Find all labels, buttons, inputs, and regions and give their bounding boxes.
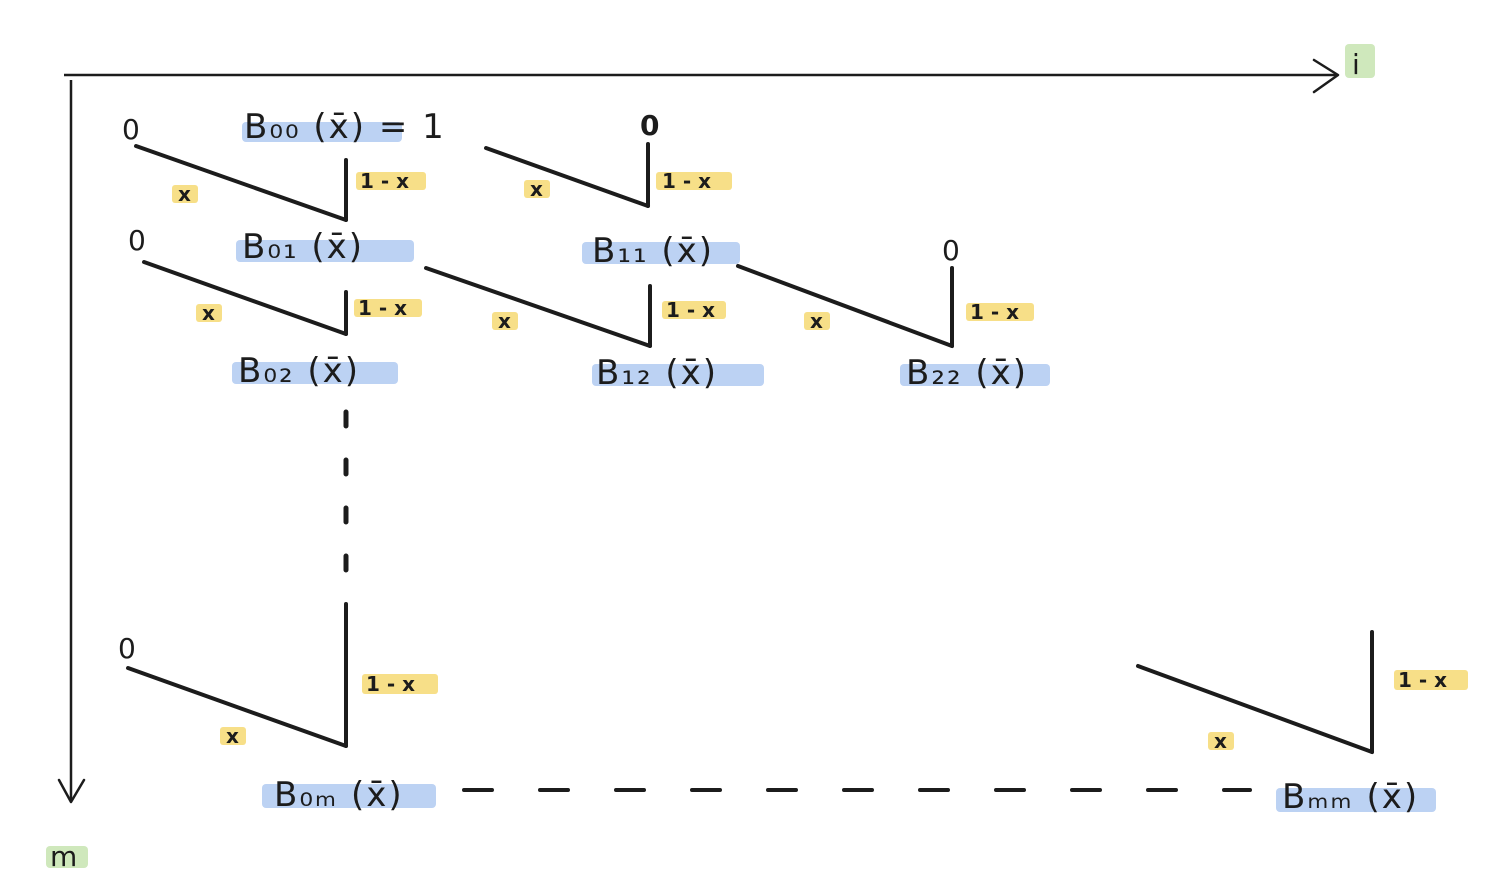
zero-node: 0 <box>942 234 960 267</box>
node-highlights <box>232 122 1436 812</box>
b02-highlight <box>232 362 398 384</box>
one-minus-x-highlight <box>362 674 438 694</box>
edges <box>126 142 1374 792</box>
x-highlight <box>492 312 518 330</box>
x-highlight <box>804 312 830 330</box>
node-b22: B₂₂ (x̄) <box>906 353 1028 393</box>
x-weight: x <box>498 309 511 333</box>
zero-node: 0 <box>118 632 136 665</box>
x-weight: x <box>202 301 215 325</box>
zero-nodes: 0 0 0 0 0 <box>118 109 960 665</box>
x-weight: x <box>1214 729 1227 753</box>
one-minus-x-weight: 1 - x <box>662 169 711 193</box>
node-b0m: B₀ₘ (x̄) <box>274 775 404 815</box>
x-highlight <box>524 180 550 198</box>
bmm-highlight <box>1276 788 1436 812</box>
x-weight: x <box>178 182 191 206</box>
weight-labels: x x x x x x x 1 - x 1 - x 1 - x 1 - x 1 … <box>178 169 1447 753</box>
axis-i-label: i <box>1352 48 1360 81</box>
x-edge <box>1136 664 1374 754</box>
b0m-highlight <box>262 784 436 808</box>
x-edge <box>126 666 348 748</box>
zero-node: 0 <box>128 224 146 257</box>
weight-highlights <box>172 172 1468 750</box>
one-minus-x-weight: 1 - x <box>970 300 1019 324</box>
one-minus-x-weight: 1 - x <box>358 296 407 320</box>
x-weight: x <box>810 309 823 333</box>
x-highlight <box>196 304 222 322</box>
zero-node: 0 <box>122 113 140 146</box>
b01-highlight <box>236 240 414 262</box>
node-b12: B₁₂ (x̄) <box>596 353 718 393</box>
b12-highlight <box>592 364 764 386</box>
b11-highlight <box>582 242 740 264</box>
axis-m-highlight <box>46 846 88 868</box>
axis-i-highlight <box>1345 44 1375 78</box>
x-weight: x <box>226 724 239 748</box>
b22-highlight <box>900 364 1050 386</box>
one-minus-x-highlight <box>662 301 726 319</box>
zero-node: 0 <box>640 109 659 142</box>
node-bmm: Bₘₘ (x̄) <box>1282 777 1419 817</box>
x-weight: x <box>530 177 543 201</box>
x-highlight <box>1208 732 1234 750</box>
one-minus-x-highlight <box>656 172 732 190</box>
x-edge <box>134 144 348 222</box>
x-highlight <box>172 185 198 203</box>
node-b11: B₁₁ (x̄) <box>592 231 714 271</box>
node-labels: B₀₀ (x̄) = 1 B₀₁ (x̄) B₁₁ (x̄) B₀₂ (x̄) … <box>238 107 1419 817</box>
node-b02: B₀₂ (x̄) <box>238 351 360 391</box>
x-highlight <box>220 727 246 745</box>
x-edge <box>424 266 652 348</box>
horizontal-axis-arrowhead <box>1312 58 1340 94</box>
x-edge <box>142 260 348 336</box>
one-minus-x-weight: 1 - x <box>366 672 415 696</box>
axis-m-label: m <box>50 840 77 873</box>
axes: i m <box>46 44 1375 873</box>
b00-highlight <box>242 122 402 142</box>
one-minus-x-highlight <box>356 172 426 190</box>
node-b01: B₀₁ (x̄) <box>242 227 364 267</box>
one-minus-x-highlight <box>1394 670 1468 690</box>
x-edge <box>484 146 650 208</box>
x-edge <box>736 264 954 348</box>
one-minus-x-weight: 1 - x <box>360 169 409 193</box>
one-minus-x-weight: 1 - x <box>666 298 715 322</box>
node-b00: B₀₀ (x̄) = 1 <box>244 107 446 147</box>
one-minus-x-highlight <box>354 299 422 317</box>
vertical-axis-arrowhead <box>57 778 86 804</box>
one-minus-x-weight: 1 - x <box>1398 668 1447 692</box>
one-minus-x-highlight <box>966 303 1034 321</box>
